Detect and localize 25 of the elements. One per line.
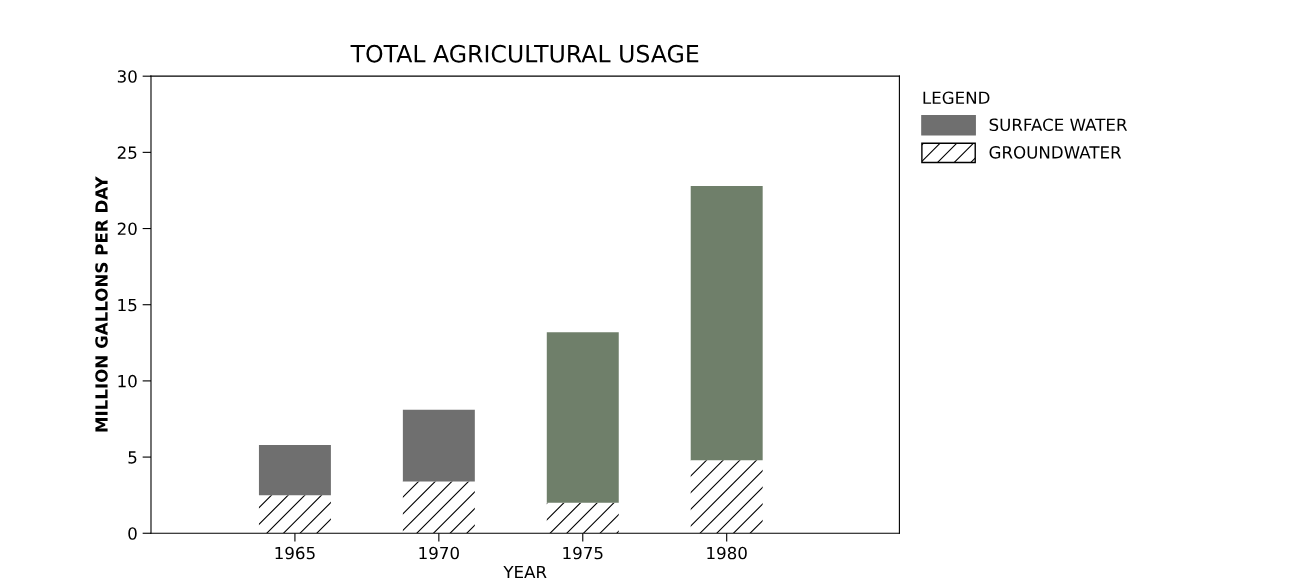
x-tick-label: 1970 [419,546,459,560]
legend-label: SURFACE WATER [989,118,1128,132]
bar [402,409,475,482]
bar [546,502,619,534]
x-axis-title: YEAR [503,565,547,579]
y-tick-label: 10 [118,374,137,388]
y-tick-label: 30 [117,70,137,83]
bar [258,444,331,496]
legend-label: GROUNDWATER [989,146,1122,159]
y-tick-label: 25 [117,146,137,159]
bar [690,185,763,461]
bar [690,460,763,534]
x-tick-label: 1975 [563,546,603,560]
x-tick-label: 1980 [707,546,747,560]
bar [546,332,619,503]
chart-title: TOTAL AGRICULTURAL USAGE [350,44,699,63]
bar [402,481,475,534]
y-tick-label: 20 [117,222,137,236]
bar [258,495,331,534]
y-axis-title: MILLION GALLONS PER DAY [95,176,108,432]
legend-title: LEGEND [923,91,990,105]
y-tick-label: 15 [118,298,137,312]
x-tick-label: 1965 [275,546,315,560]
y-tick-label: 5 [128,451,137,464]
y-tick-label: 0 [128,527,137,540]
